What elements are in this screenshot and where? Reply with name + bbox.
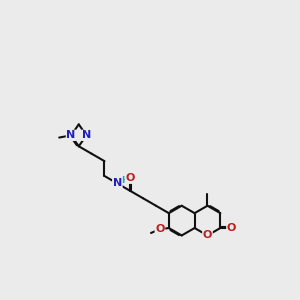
- Text: N: N: [113, 178, 122, 188]
- Text: O: O: [125, 173, 135, 183]
- Text: O: O: [227, 223, 236, 233]
- Text: H: H: [121, 176, 129, 185]
- Text: N: N: [67, 130, 76, 140]
- Text: O: O: [155, 224, 165, 234]
- Text: N: N: [82, 130, 91, 140]
- Text: O: O: [203, 230, 212, 241]
